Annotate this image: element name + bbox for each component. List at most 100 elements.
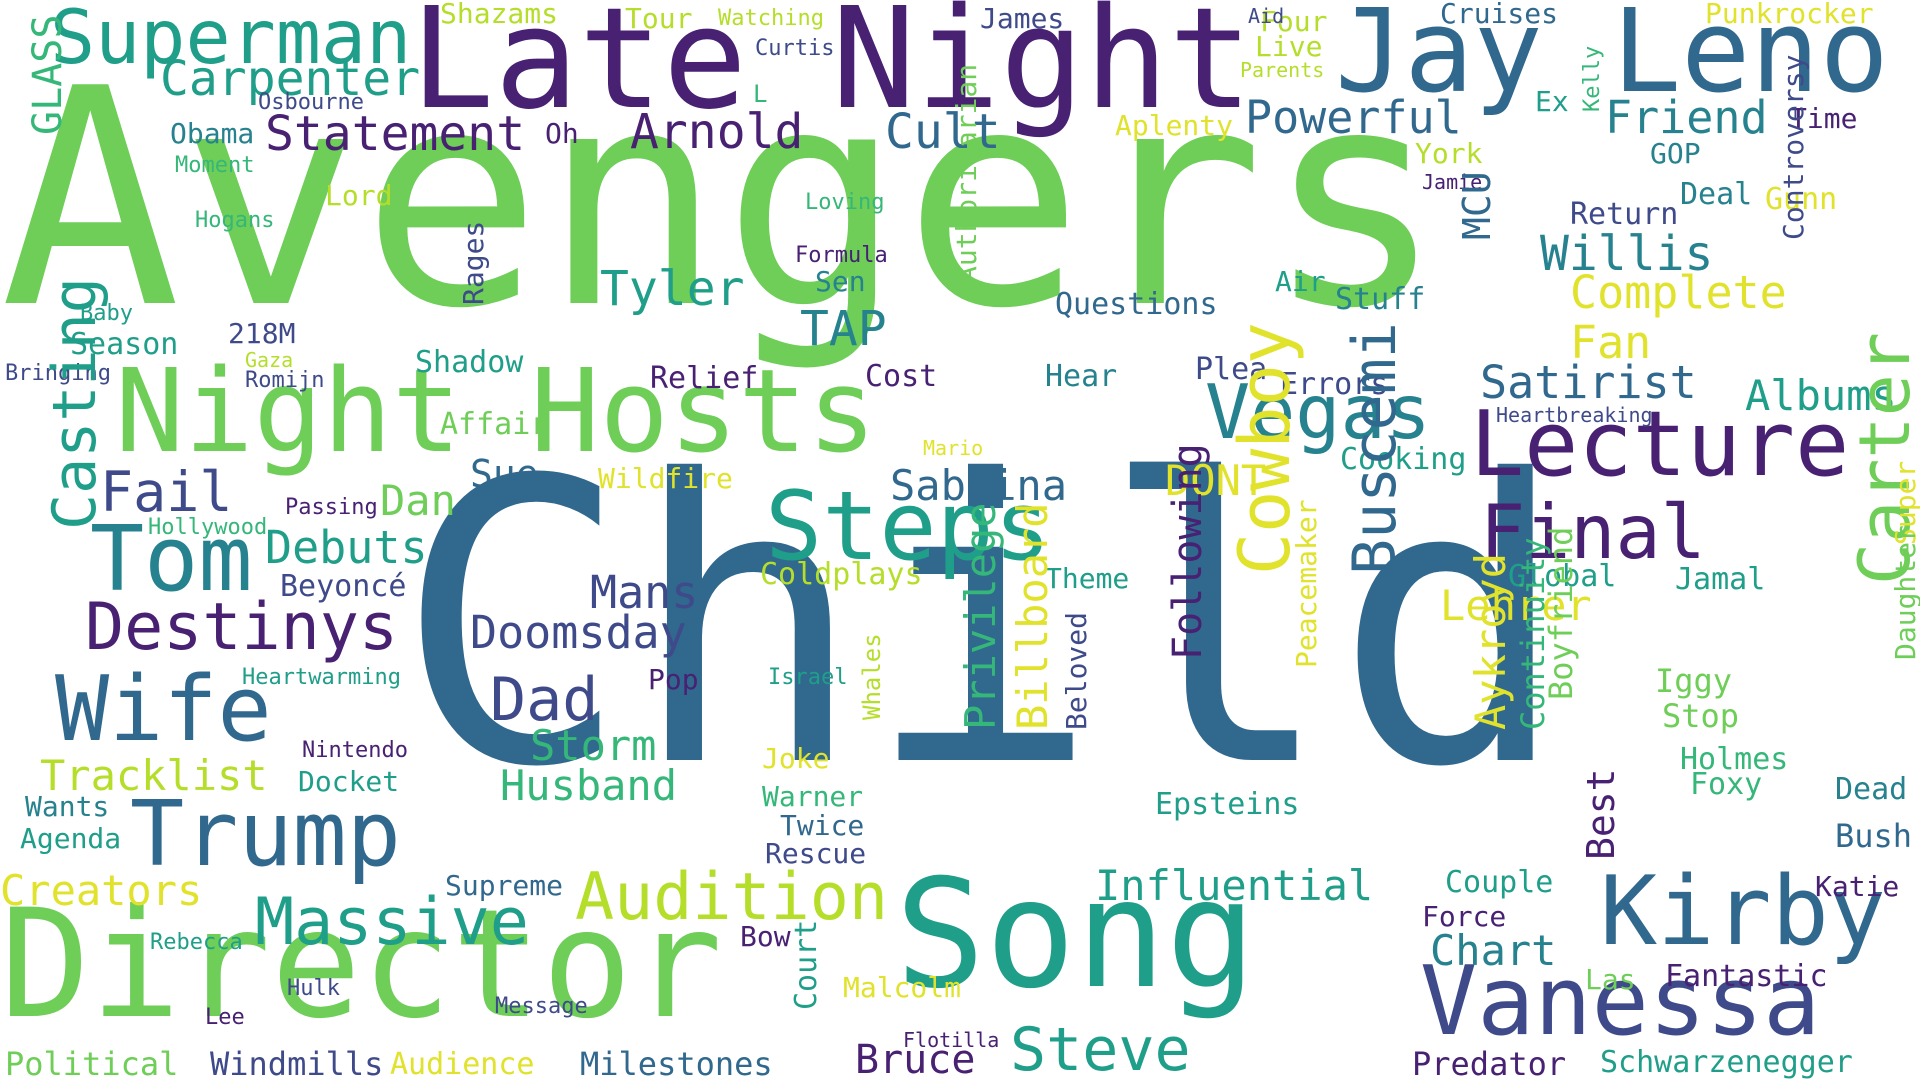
- cloud-word: Aplenty: [1115, 109, 1234, 142]
- cloud-word: York: [1415, 137, 1483, 170]
- cloud-word: Message: [495, 994, 588, 1019]
- cloud-word: Sabrina: [890, 461, 1068, 510]
- cloud-word: Fail: [100, 460, 233, 524]
- cloud-word: Bush: [1835, 817, 1913, 855]
- cloud-word: Lehrer: [1440, 581, 1592, 630]
- cloud-word: Questions: [1055, 287, 1218, 322]
- cloud-word: Fantastic: [1665, 959, 1828, 994]
- cloud-word: Heartwarming: [242, 665, 401, 690]
- cloud-word: Debuts: [265, 521, 428, 574]
- cloud-word: Hollywood: [148, 515, 268, 540]
- cloud-word: Air: [1275, 265, 1326, 298]
- cloud-word: Jay Leno: [1335, 0, 1889, 119]
- cloud-word: Powerful: [1245, 91, 1462, 144]
- cloud-word: Agenda: [20, 822, 122, 855]
- cloud-word: Baby: [80, 301, 133, 326]
- cloud-word: Political: [5, 1045, 179, 1080]
- cloud-word: Global: [1508, 559, 1617, 594]
- cloud-word: DONT: [1165, 456, 1267, 505]
- cloud-word: Joke: [762, 742, 830, 775]
- cloud-word: Loving: [805, 190, 885, 215]
- cloud-word: Steps: [765, 472, 1051, 582]
- cloud-word: Vanessa: [1420, 947, 1821, 1057]
- cloud-word: Fan: [1570, 316, 1652, 369]
- cloud-word: Arnold: [630, 104, 804, 160]
- cloud-word: Twice: [780, 809, 865, 842]
- cloud-word: Schwarzenegger: [1600, 1045, 1853, 1080]
- cloud-word: Wants: [25, 790, 110, 823]
- cloud-word: Theme: [1045, 562, 1130, 595]
- cloud-word: Rescue: [765, 837, 867, 870]
- cloud-word: Trump: [130, 782, 401, 887]
- cloud-word: Cult: [885, 104, 1001, 160]
- cloud-word: Passing: [285, 495, 378, 520]
- cloud-word: Boyfriend: [1542, 526, 1580, 700]
- cloud-word: Bow: [740, 920, 791, 953]
- cloud-word: Casting: [40, 277, 110, 530]
- cloud-word: Parents: [1240, 58, 1325, 82]
- cloud-word: Director: [0, 878, 723, 1052]
- cloud-word: Beyoncé: [280, 569, 407, 604]
- cloud-word: Errors: [1280, 367, 1389, 402]
- cloud-word: Willis: [1540, 226, 1714, 282]
- cloud-word: Doomsday: [470, 606, 687, 659]
- cloud-word: Peacemaker: [1290, 499, 1323, 668]
- cloud-word: Storm: [530, 721, 657, 770]
- cloud-word: Docket: [298, 765, 400, 798]
- cloud-word: Watching: [718, 6, 824, 31]
- cloud-word: Night Hosts: [115, 345, 877, 479]
- cloud-word: Israel: [768, 665, 848, 690]
- cloud-word: L: [753, 80, 768, 108]
- cloud-word: Live: [1255, 30, 1323, 63]
- cloud-word: Couple: [1445, 865, 1554, 900]
- cloud-word: Las: [1585, 963, 1636, 996]
- cloud-word: Kelly: [1580, 45, 1605, 112]
- cloud-word: Following: [1165, 443, 1211, 660]
- cloud-word: Tyler: [600, 261, 745, 317]
- cloud-word: Billboard: [1008, 502, 1057, 730]
- cloud-word: Husband: [500, 761, 678, 810]
- cloud-word: Avengers: [0, 25, 1445, 374]
- cloud-word: Four: [1260, 5, 1328, 38]
- cloud-word: Supreme: [445, 869, 564, 902]
- cloud-word: Stop: [1662, 697, 1740, 735]
- cloud-word: Cruises: [1440, 0, 1559, 30]
- cloud-word: Creators: [0, 866, 203, 915]
- cloud-word: Influential: [1095, 861, 1374, 910]
- cloud-word: Bruce: [855, 1037, 976, 1080]
- cloud-word: Shazams: [440, 0, 559, 30]
- cloud-word: TAP: [800, 301, 887, 357]
- cloud-word: Superman: [50, 0, 412, 81]
- cloud-word: Osbourne: [258, 90, 364, 115]
- cloud-word: Heartbreaking: [1496, 403, 1653, 427]
- cloud-word: 218M: [228, 317, 296, 350]
- cloud-word: Holmes: [1680, 742, 1789, 777]
- cloud-word: MCU: [1455, 171, 1499, 240]
- cloud-word: Destinys: [85, 590, 399, 665]
- cloud-word: Dead: [1835, 772, 1908, 807]
- cloud-word: Hogans: [195, 208, 275, 233]
- cloud-word: Child: [395, 398, 1569, 852]
- cloud-word: Wildfire: [598, 462, 733, 495]
- cloud-word: Mans: [590, 566, 699, 619]
- cloud-word: Stuff: [1335, 282, 1426, 317]
- cloud-word: Warner: [762, 780, 864, 813]
- cloud-word: Formula: [795, 243, 888, 268]
- cloud-word: Milestones: [580, 1045, 773, 1080]
- cloud-word: Dad: [490, 665, 599, 735]
- cloud-word: Daughter: [1889, 525, 1920, 660]
- cloud-word: Affair: [440, 407, 549, 442]
- cloud-word: Moment: [175, 153, 255, 178]
- cloud-word: Iggy: [1655, 662, 1733, 700]
- cloud-word: Final: [1480, 488, 1706, 576]
- cloud-word: Tom: [90, 507, 253, 612]
- cloud-word: Audience: [390, 1047, 535, 1080]
- cloud-word: Buscemi: [1340, 322, 1410, 575]
- cloud-word: Jamie: [1422, 170, 1483, 194]
- cloud-word: Plea: [1195, 352, 1268, 387]
- cloud-word: Lord: [325, 179, 393, 212]
- cloud-word: Kirby: [1600, 857, 1886, 967]
- cloud-word: Lee: [205, 1005, 245, 1030]
- cloud-word: Punkrocker: [1705, 0, 1874, 30]
